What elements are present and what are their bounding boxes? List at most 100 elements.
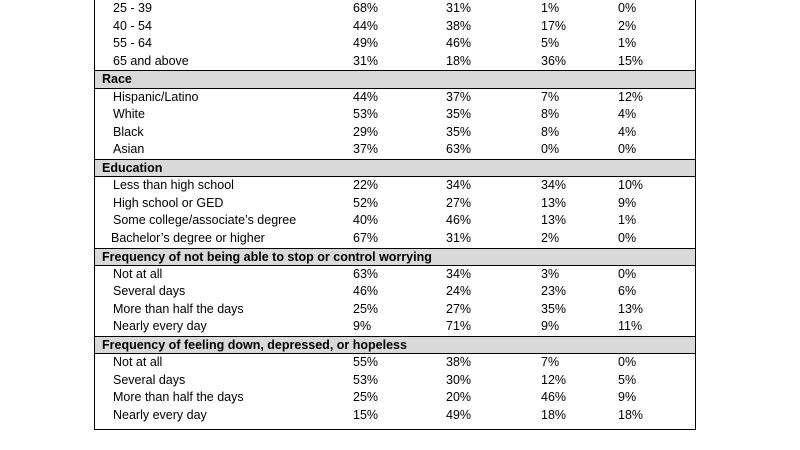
table-row: Asian 37% 63% 0% 0% xyxy=(95,141,695,159)
table-row: Several days 46% 24% 23% 6% xyxy=(95,283,695,301)
cell-value: 7% xyxy=(541,355,560,370)
cell-value: 22% xyxy=(353,178,379,193)
cell-value: 25% xyxy=(353,301,379,316)
cell-value: 46% xyxy=(353,284,379,299)
cell-value: 53% xyxy=(353,372,379,387)
cell-value: 46% xyxy=(446,213,472,228)
cell-value: 2% xyxy=(618,18,637,33)
row-label: Several days xyxy=(113,372,186,387)
cell-value: 52% xyxy=(353,195,379,210)
row-label: Less than high school xyxy=(113,178,234,193)
cell-value: 31% xyxy=(446,230,472,245)
table-row: Several days 53% 30% 12% 5% xyxy=(95,372,695,390)
row-label: Asian xyxy=(113,142,145,157)
cell-value: 1% xyxy=(618,213,637,228)
cell-value: 29% xyxy=(353,124,379,139)
cell-value: 1% xyxy=(618,36,637,51)
row-label: More than half the days xyxy=(113,390,244,405)
cell-value: 37% xyxy=(353,142,379,157)
row-label: High school or GED xyxy=(113,195,224,210)
cell-value: 9% xyxy=(541,319,560,334)
cell-value: 9% xyxy=(618,390,637,405)
table-row: Less than high school 22% 34% 34% 10% xyxy=(95,177,695,195)
data-table: 25 - 39 68% 31% 1% 0% 40 - 54 44% 38% 17% 2% 55 - … xyxy=(94,0,696,430)
row-label: Some college/associate’s degree xyxy=(113,213,297,228)
section-header-frequency-of-not-being-able-to-stop-or-c: Frequency of not being able to stop or c… xyxy=(95,247,695,266)
cell-value: 13% xyxy=(541,195,567,210)
cell-value: 18% xyxy=(618,408,644,423)
table-row: Not at all 55% 38% 7% 0% xyxy=(95,354,695,372)
row-label: Bachelor’s degree or higher xyxy=(111,230,265,245)
cell-value: 1% xyxy=(541,1,560,15)
cell-value: 4% xyxy=(618,107,637,122)
row-label: 65 and above xyxy=(113,53,189,68)
cell-value: 63% xyxy=(446,142,472,157)
table-row: Not at all 63% 34% 3% 0% xyxy=(95,266,695,284)
row-label: Nearly every day xyxy=(113,319,207,334)
cell-value: 49% xyxy=(446,408,472,423)
table-row: Bachelor’s degree or higher 67% 31% 2% 0% xyxy=(95,230,695,248)
cell-value: 68% xyxy=(353,1,379,15)
cell-value: 11% xyxy=(618,319,643,334)
table-row: Nearly every day 15% 49% 18% 18% xyxy=(95,407,695,425)
cell-value: 15% xyxy=(353,408,379,423)
cell-value: 46% xyxy=(541,390,567,405)
row-label: Black xyxy=(113,124,144,139)
table-row: Nearly every day 9% 71% 9% 11% xyxy=(95,318,695,336)
cell-value: 44% xyxy=(353,18,379,33)
cell-value: 0% xyxy=(618,142,637,157)
cell-value: 3% xyxy=(541,266,560,281)
row-label: White xyxy=(113,107,145,122)
cell-value: 27% xyxy=(446,301,472,316)
table-row: 55 - 64 49% 46% 5% 1% xyxy=(95,35,695,53)
table-row: Black 29% 35% 8% 4% xyxy=(95,124,695,142)
cell-value: 17% xyxy=(541,18,567,33)
table-row: Some college/associate’s degree 40% 46% 13%… xyxy=(95,212,695,230)
cell-value: 34% xyxy=(446,266,472,281)
cell-value: 5% xyxy=(541,36,560,51)
row-label: More than half the days xyxy=(113,301,244,316)
cell-value: 35% xyxy=(446,107,472,122)
cell-value: 10% xyxy=(618,178,644,193)
section-header-frequency-of-feeling-down-depressed-or-h: Frequency of feeling down, depressed, or… xyxy=(95,336,695,355)
section-header-race: Race xyxy=(95,70,695,89)
cell-value: 0% xyxy=(618,1,637,15)
cell-value: 6% xyxy=(618,284,637,299)
cell-value: 71% xyxy=(446,319,472,334)
section-title: Race xyxy=(102,72,132,87)
cell-value: 30% xyxy=(446,372,472,387)
section-title: Education xyxy=(102,160,163,175)
table-row: More than half the days 25% 20% 46% 9% xyxy=(95,389,695,407)
cell-value: 0% xyxy=(618,355,637,370)
cell-value: 40% xyxy=(353,213,379,228)
row-label: Several days xyxy=(113,284,186,299)
cell-value: 35% xyxy=(541,301,567,316)
cell-value: 18% xyxy=(541,408,567,423)
cell-value: 12% xyxy=(618,89,644,104)
cell-value: 53% xyxy=(353,107,379,122)
cell-value: 8% xyxy=(541,124,560,139)
cell-value: 5% xyxy=(618,372,637,387)
section-header-education: Education xyxy=(95,158,695,178)
cell-value: 67% xyxy=(353,230,379,245)
cell-value: 38% xyxy=(446,18,472,33)
table-row: More than half the days 25% 27% 35% 13% xyxy=(95,301,695,319)
table-row: Hispanic/Latino 44% 37% 7% 12% xyxy=(95,89,695,107)
row-label: Not at all xyxy=(113,266,163,281)
cell-value: 46% xyxy=(446,36,472,51)
cell-value: 23% xyxy=(541,284,567,299)
cell-value: 0% xyxy=(618,266,637,281)
cell-value: 63% xyxy=(353,266,379,281)
cell-value: 37% xyxy=(446,89,472,104)
cell-value: 31% xyxy=(353,53,379,68)
table-body: 25 - 39 68% 31% 1% 0% 40 - 54 44% 38% 17% 2% 55 - … xyxy=(95,0,695,425)
row-label: Not at all xyxy=(113,355,163,370)
cell-value: 27% xyxy=(446,195,472,210)
cell-value: 12% xyxy=(541,372,567,387)
table-row: White 53% 35% 8% 4% xyxy=(95,106,695,124)
cell-value: 20% xyxy=(446,390,472,405)
cell-value: 55% xyxy=(353,355,379,370)
cell-value: 9% xyxy=(353,319,372,334)
row-label: Nearly every day xyxy=(113,408,207,423)
row-label: 55 - 64 xyxy=(113,36,152,51)
